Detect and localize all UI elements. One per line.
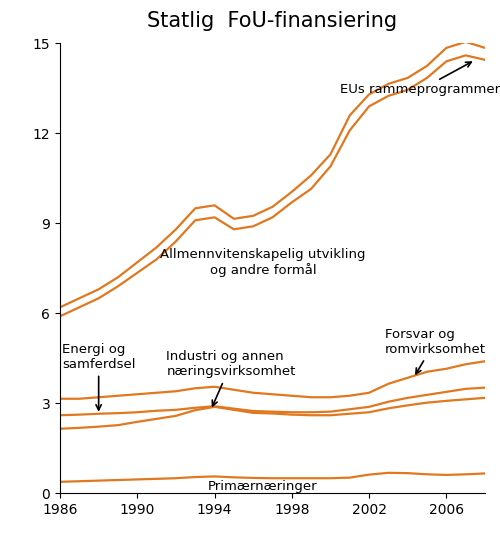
- Title: Statlig  FoU-finansiering: Statlig FoU-finansiering: [148, 11, 398, 31]
- Text: Energi og
samferdsel: Energi og samferdsel: [62, 343, 136, 410]
- Text: Forsvar og
romvirksomhet: Forsvar og romvirksomhet: [384, 328, 486, 374]
- Text: EUs rammeprogrammer: EUs rammeprogrammer: [340, 62, 500, 96]
- Text: Primærnæringer: Primærnæringer: [208, 480, 318, 493]
- Text: Industri og annen
næringsvirksomhet: Industri og annen næringsvirksomhet: [166, 350, 296, 406]
- Text: Allmennvitenskapelig utvikling
og andre formål: Allmennvitenskapelig utvikling og andre …: [160, 248, 366, 277]
